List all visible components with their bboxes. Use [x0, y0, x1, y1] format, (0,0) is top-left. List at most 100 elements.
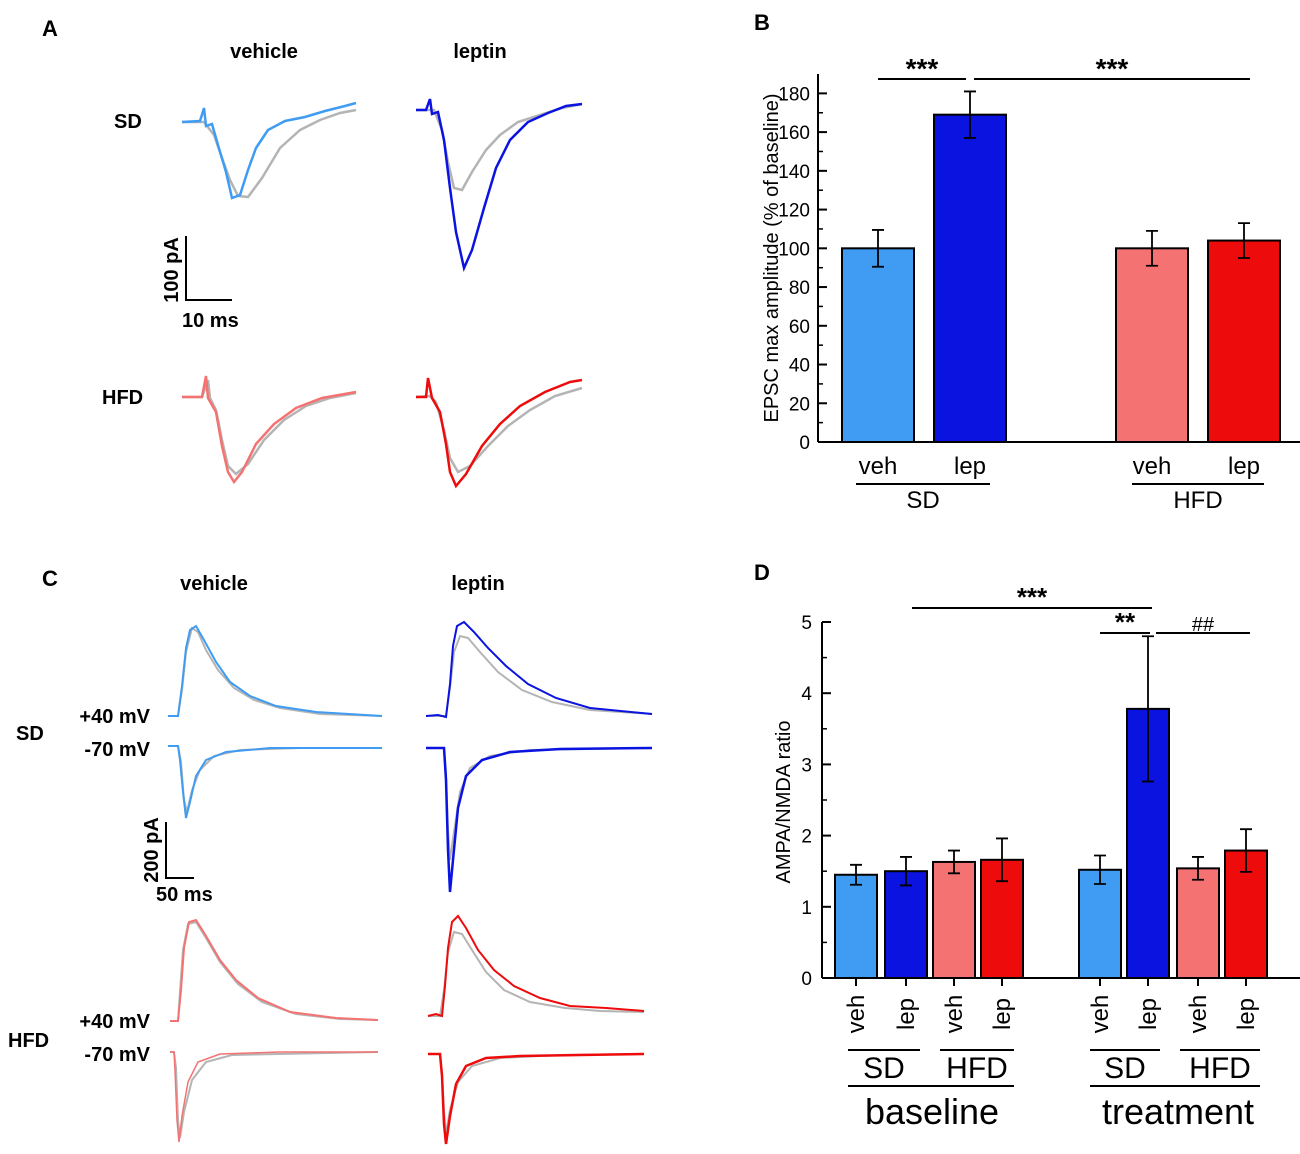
trace-a-sd-leptin-control: [416, 102, 583, 192]
chart-d-error-bar-1: [900, 856, 912, 887]
panel-c-row-sd: SD: [16, 723, 44, 745]
panel-a-col-vehicle: vehicle: [230, 41, 298, 63]
chart-b-ytick-label: 60: [789, 317, 810, 338]
chart-d-xtick-label: veh: [1185, 995, 1212, 1034]
scale-bar-c-y-label: 200 pA: [141, 817, 163, 883]
chart-b-ytick-label: 120: [778, 201, 810, 222]
trace-a-sd-vehicle-control: [182, 108, 357, 199]
panel-letter-c: C: [42, 566, 58, 591]
trace-c-hfd-leptin-pos-control: [428, 930, 645, 1017]
chart-b-error-bar-3: [1238, 222, 1250, 259]
chart-b-significance-label: ***: [1096, 53, 1129, 84]
trace-c-hfd-leptin-neg-control: [428, 1053, 645, 1135]
chart-d-ytick-label: 0: [801, 969, 812, 990]
chart-d-group-label: baseline: [865, 1091, 999, 1132]
chart-d-bar-1: [884, 870, 928, 980]
chart-d-subgroup-label: HFD: [1189, 1052, 1251, 1085]
chart-d-bar-4: [1078, 868, 1122, 979]
chart-d-bar-2: [932, 860, 976, 979]
chart-b-error-bar-2: [1146, 229, 1158, 267]
trace-c-sd-vehicle-neg-control: [168, 745, 382, 813]
trace-c-sd-leptin-neg: [426, 746, 653, 893]
scale-bar-a-y-label: 100 pA: [161, 237, 183, 303]
scale-bar-c-x-label: 50 ms: [156, 884, 213, 906]
chart-d-xtick-label: lep: [1233, 998, 1260, 1030]
trace-c-hfd-leptin-neg: [428, 1052, 645, 1145]
panel-c: vehicle leptin SD HFD +40 mV -70 mV +40 …: [8, 573, 653, 1145]
chart-d-significance-label: **: [1115, 607, 1136, 637]
chart-d-xtick-label: lep: [1135, 998, 1162, 1030]
chart-d-ytick-label: 2: [801, 827, 812, 848]
chart-d-xtick-label: lep: [893, 998, 920, 1030]
trace-a-sd-vehicle: [181, 101, 357, 200]
panel-a: vehicle leptin SD HFD 100 pA 10 ms: [102, 41, 583, 489]
chart-d-error-bar-0: [850, 863, 862, 886]
trace-c-sd-leptin-pos-control: [426, 634, 653, 717]
chart-d-ytick-label: 1: [801, 898, 812, 919]
chart-d-ytick-label: 5: [801, 613, 812, 634]
chart-d-ytick-label: 3: [801, 755, 812, 776]
panel-a-row-hfd: HFD: [102, 387, 143, 409]
panel-letter-d: D: [754, 560, 770, 585]
chart-d-error-bar-5: [1142, 635, 1154, 783]
chart-b-error-bar-1: [964, 90, 976, 139]
chart-d-error-bar-4: [1094, 854, 1106, 885]
trace-c-hfd-vehicle-pos: [170, 918, 379, 1022]
chart-b-ytick-label: 80: [789, 278, 810, 299]
chart-b-group-label: SD: [906, 487, 939, 514]
trace-c-sd-leptin-pos: [425, 620, 653, 719]
chart-b-ytick-label: 40: [789, 356, 810, 377]
chart-d-error-bar-6: [1192, 856, 1204, 881]
chart-b-ytick-label: 140: [778, 162, 810, 183]
chart-d-ytick-label: 4: [801, 684, 812, 705]
chart-b-xtick-label: lep: [954, 453, 986, 480]
chart-b: EPSC max amplitude (% of baseline) 0 20 40…: [761, 53, 1300, 514]
chart-b-ytick-label: 100: [778, 239, 810, 260]
trace-a-hfd-leptin-control: [415, 386, 583, 474]
panel-c-hfd-pos-label: +40 mV: [79, 1011, 150, 1033]
chart-b-bar-1: [933, 113, 1007, 444]
chart-d-subgroup-label: HFD: [946, 1052, 1008, 1085]
chart-b-group-label: HFD: [1173, 487, 1222, 514]
trace-c-sd-vehicle-neg: [168, 745, 382, 819]
panel-c-col-leptin: leptin: [451, 573, 504, 595]
chart-d-significance-label: ##: [1192, 614, 1215, 636]
chart-d-bar-0: [834, 873, 878, 980]
trace-a-hfd-vehicle: [182, 375, 357, 485]
chart-d-ylabel: AMPA/NMDA ratio: [773, 721, 795, 884]
chart-d-subgroup-label: SD: [1104, 1052, 1146, 1085]
chart-d-error-bar-3: [996, 837, 1008, 883]
chart-b-significance-label: ***: [906, 53, 939, 84]
scale-bar-a: [185, 236, 232, 301]
panel-a-row-sd: SD: [114, 111, 142, 133]
trace-c-hfd-vehicle-pos-control: [170, 920, 379, 1022]
chart-d-bar-6: [1176, 867, 1220, 979]
panel-c-col-vehicle: vehicle: [180, 573, 248, 595]
panel-a-col-leptin: leptin: [453, 41, 506, 63]
chart-d-xtick-label: veh: [1087, 995, 1114, 1034]
chart-b-xtick-label: veh: [1133, 453, 1172, 480]
chart-d-error-bar-7: [1240, 828, 1252, 873]
chart-b-ytick-label: 0: [799, 433, 810, 454]
trace-c-hfd-vehicle-neg: [170, 1051, 378, 1143]
chart-b-xtick-label: veh: [859, 453, 898, 480]
trace-a-hfd-vehicle-control: [182, 379, 357, 476]
scale-bar-a-x-label: 10 ms: [182, 310, 239, 332]
trace-c-hfd-vehicle-neg-control: [170, 1051, 379, 1139]
trace-c-sd-vehicle-pos: [168, 624, 383, 717]
chart-b-ytick-label: 180: [778, 84, 810, 105]
panel-c-hfd-neg-label: -70 mV: [84, 1044, 150, 1066]
chart-b-xtick-label: lep: [1228, 453, 1260, 480]
chart-d-xtick-label: veh: [941, 995, 968, 1034]
chart-d-xtick-label: lep: [989, 998, 1016, 1030]
panel-c-sd-neg-label: -70 mV: [84, 739, 150, 761]
chart-b-ytick-label: 160: [778, 123, 810, 144]
chart-b-bar-2: [1115, 247, 1189, 443]
chart-b-bar-3: [1207, 239, 1281, 443]
panel-c-sd-pos-label: +40 mV: [79, 706, 150, 728]
chart-d-error-bar-2: [948, 849, 960, 875]
chart-b-error-bar-0: [872, 229, 884, 268]
chart-d-xtick-label: veh: [843, 995, 870, 1034]
